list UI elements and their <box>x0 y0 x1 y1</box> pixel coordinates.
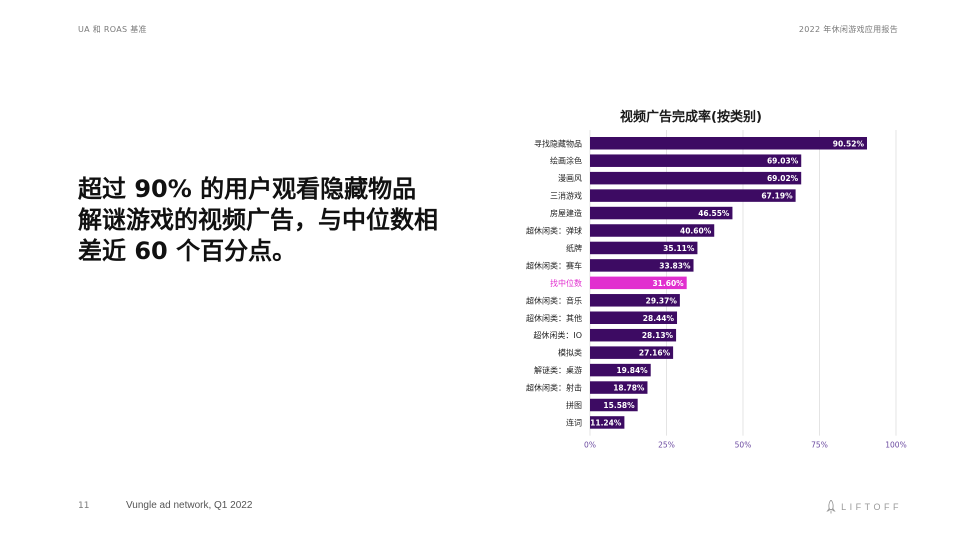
bar <box>590 154 802 167</box>
data-label: 15.58% <box>603 401 635 410</box>
bar <box>590 398 638 412</box>
data-label: 69.03% <box>767 157 799 166</box>
headline-text: 超过 90% 的用户观看隐藏物品解谜游戏的视频广告，与中位数相差近 60 个百分… <box>78 175 438 265</box>
data-label: 28.13% <box>642 331 674 340</box>
bar <box>590 381 648 394</box>
category-label: 纸牌 <box>566 243 582 253</box>
data-label: 27.16% <box>639 349 671 358</box>
bar <box>590 137 867 150</box>
category-label: 超休闲类：IO <box>533 330 582 340</box>
category-labels: 寻找隐藏物品绘画涂色漫画风三消游戏房屋建造超休闲类：弹球纸牌超休闲类：赛车找中位… <box>526 138 582 427</box>
bar <box>590 224 715 237</box>
x-tick-label: 50% <box>735 441 752 450</box>
bar <box>590 206 733 220</box>
data-label: 46.55% <box>698 209 730 218</box>
category-label: 找中位数 <box>550 278 582 288</box>
category-label: 漫画风 <box>558 173 582 183</box>
data-label: 29.37% <box>646 296 678 305</box>
data-label: 18.78% <box>613 384 645 393</box>
bar <box>590 241 698 255</box>
data-label: 33.83% <box>659 261 691 270</box>
x-tick-label: 100% <box>885 441 906 450</box>
x-tick-label: 75% <box>811 441 828 450</box>
bar <box>590 328 677 342</box>
bar <box>590 259 694 272</box>
category-label: 绘画涂色 <box>550 156 582 166</box>
header-report-title: 2022 年休闲游戏应用报告 <box>798 25 898 34</box>
x-tick-label: 25% <box>658 441 675 450</box>
x-axis-ticks: 0% 25% 50% 75% 100% <box>584 441 907 450</box>
category-label: 超休闲类：赛车 <box>526 260 582 270</box>
header-section-label: UA 和 ROAS 基准 <box>78 25 147 34</box>
category-label: 房屋建造 <box>550 208 582 218</box>
page-number: 11 <box>78 501 90 511</box>
completion-rate-bar-chart: 90.52% 69.03% 69.02% 67.19% 46.55% 40.60% 35.1… <box>526 130 907 450</box>
data-label: 67.19% <box>761 192 793 201</box>
category-label: 超休闲类：其他 <box>526 313 582 323</box>
category-label: 连词 <box>566 417 582 427</box>
bars: 90.52% 69.03% 69.02% 67.19% 46.55% 40.60% 35.1… <box>590 137 867 429</box>
brand-name: LIFTOFF <box>841 502 902 512</box>
data-label: 69.02% <box>767 174 799 183</box>
category-label: 模拟类 <box>558 348 582 358</box>
bar <box>590 171 802 185</box>
data-label: 11.24% <box>590 418 622 427</box>
data-label: 90.52% <box>833 139 865 148</box>
liftoff-logo: LIFTOFF <box>826 500 902 514</box>
category-label: 寻找隐藏物品 <box>534 138 582 148</box>
data-label: 19.84% <box>616 366 648 375</box>
data-label: 28.44% <box>643 314 675 323</box>
bar <box>590 363 651 377</box>
data-source: Vungle ad network, Q1 2022 <box>126 500 253 511</box>
bar <box>590 294 680 307</box>
bar <box>590 189 796 202</box>
rocket-icon <box>826 500 836 514</box>
category-label: 超休闲类：射击 <box>526 383 582 393</box>
bar <box>590 311 678 324</box>
category-label: 超休闲类：弹球 <box>526 226 582 236</box>
category-label: 拼图 <box>566 400 582 410</box>
data-label: 35.11% <box>663 244 695 253</box>
bar <box>590 416 625 429</box>
data-label: 31.60% <box>652 279 684 288</box>
bar <box>590 346 674 359</box>
category-label: 三消游戏 <box>550 191 582 201</box>
category-label: 解谜类：桌游 <box>534 365 582 375</box>
bar <box>590 276 687 290</box>
data-label: 40.60% <box>680 227 712 236</box>
x-tick-label: 0% <box>584 441 596 450</box>
chart-title: 视频广告完成率(按类别) <box>620 110 762 125</box>
category-label: 超休闲类：音乐 <box>526 295 582 305</box>
